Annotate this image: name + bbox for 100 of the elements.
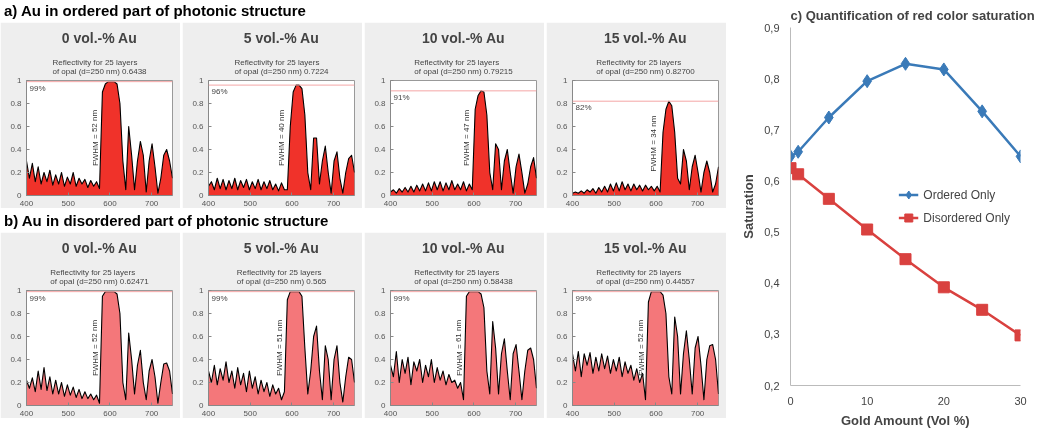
chart-title: 5 vol.-% Au bbox=[243, 239, 319, 256]
ref-line-label: 91% bbox=[393, 92, 410, 102]
y-tick-label: 0.8 bbox=[10, 309, 23, 318]
y-tick-label: 0.4 bbox=[192, 145, 205, 154]
y-tick-label: 0.8 bbox=[374, 309, 387, 318]
y-tick-label: 0.8 bbox=[556, 99, 569, 108]
x-tick-label: 20 bbox=[937, 394, 950, 407]
x-tick-label: 400 bbox=[565, 408, 580, 418]
y-tick-label: 0 bbox=[17, 191, 23, 200]
y-tick-label: 1 bbox=[381, 286, 387, 295]
x-tick-label: 400 bbox=[565, 198, 580, 208]
x-tick-label: 700 bbox=[144, 408, 159, 418]
x-tick-label: 700 bbox=[508, 198, 523, 208]
y-tick-label: 1 bbox=[199, 286, 205, 295]
y-tick-label: 0.6 bbox=[192, 122, 205, 131]
x-tick-label: 500 bbox=[607, 408, 622, 418]
ref-line-label: 99% bbox=[29, 293, 46, 303]
x-tick-label: 500 bbox=[425, 198, 440, 208]
x-tick-label: 400 bbox=[383, 198, 398, 208]
y-tick-label: 0.6 bbox=[10, 122, 23, 131]
y-tick-label: 0.4 bbox=[556, 145, 569, 154]
y-tick-label: 0.2 bbox=[10, 378, 23, 387]
x-tick-label: 10 bbox=[861, 394, 874, 407]
y-tick-label: 0.2 bbox=[556, 378, 569, 387]
chart-subtitle: Reflectivity for 25 layers of opal (d=250 nm) 0.62471 bbox=[50, 267, 150, 286]
y-tick-label: 1 bbox=[17, 286, 23, 295]
chart-subtitle: Reflectivity for 25 layers of opal (d=250 nm) 0.79215 bbox=[414, 57, 514, 76]
text: b) Au in disordered part of photonic structure bbox=[4, 211, 329, 231]
x-tick-label: 30 bbox=[1014, 394, 1027, 407]
y-tick-label: 0.2 bbox=[556, 168, 569, 177]
text: a) Au in ordered part of photonic structure bbox=[4, 1, 306, 21]
ref-line-label: 99% bbox=[211, 293, 228, 303]
x-tick-label: 600 bbox=[103, 408, 118, 418]
x-tick-label: 400 bbox=[383, 408, 398, 418]
chart-title: 0 vol.-% Au bbox=[61, 29, 137, 46]
y-tick-label: 0,4 bbox=[764, 277, 780, 290]
annotation: FWHM = 47 nm bbox=[461, 109, 471, 167]
x-tick-label: 700 bbox=[144, 198, 159, 208]
x-tick-label: 600 bbox=[103, 198, 118, 208]
x-tick-label: 500 bbox=[243, 408, 258, 418]
legend-label: Ordered Only bbox=[923, 187, 996, 202]
annotation: FWHM = 52 nm bbox=[636, 319, 646, 377]
y-tick-label: 0.2 bbox=[374, 168, 387, 177]
chart-title: 10 vol.-% Au bbox=[421, 239, 505, 256]
y-tick-label: 0,8 bbox=[764, 72, 780, 85]
y-tick-label: 1 bbox=[563, 286, 569, 295]
x-tick-label: 500 bbox=[61, 198, 76, 208]
y-tick-label: 0.2 bbox=[192, 168, 205, 177]
y-tick-label: 0.6 bbox=[10, 332, 23, 341]
chart-subtitle: Reflectivity for 25 layers of opal (d=250 nm) 0.565 bbox=[236, 267, 327, 286]
chart-title: c) Quantification of red color saturation bbox=[790, 7, 1035, 23]
ref-line-label: 96% bbox=[211, 87, 228, 97]
x-tick-label: 500 bbox=[61, 408, 76, 418]
x-tick-label: 700 bbox=[326, 408, 341, 418]
annotation: FWHM = 61 nm bbox=[454, 319, 464, 377]
y-tick-label: 1 bbox=[563, 76, 569, 85]
y-tick-label: 0,5 bbox=[764, 226, 780, 239]
x-tick-label: 500 bbox=[607, 198, 622, 208]
y-tick-label: 0,7 bbox=[764, 123, 780, 136]
x-tick-label: 600 bbox=[467, 198, 482, 208]
x-axis-title: Gold Amount (Vol %) bbox=[840, 412, 970, 428]
chart-title: 0 vol.-% Au bbox=[61, 239, 137, 256]
y-tick-label: 0.4 bbox=[556, 355, 569, 364]
y-tick-label: 0.8 bbox=[556, 309, 569, 318]
x-tick-label: 600 bbox=[649, 408, 664, 418]
x-tick-label: 400 bbox=[19, 198, 34, 208]
y-tick-label: 0.2 bbox=[374, 378, 387, 387]
y-tick-label: 0.4 bbox=[10, 145, 23, 154]
ref-line-label: 99% bbox=[29, 83, 46, 93]
x-tick-label: 500 bbox=[243, 198, 258, 208]
ref-line-label: 82% bbox=[575, 103, 592, 113]
y-tick-label: 0,9 bbox=[764, 21, 780, 34]
chart-subtitle: Reflectivity for 25 layers of opal (d=250 nm) 0.44557 bbox=[596, 267, 696, 286]
x-tick-label: 700 bbox=[690, 198, 705, 208]
chart-title: 5 vol.-% Au bbox=[243, 29, 319, 46]
y-tick-label: 1 bbox=[381, 76, 387, 85]
y-tick-label: 1 bbox=[17, 76, 23, 85]
y-tick-label: 0.4 bbox=[374, 355, 387, 364]
x-tick-label: 400 bbox=[201, 408, 216, 418]
annotation: FWHM = 40 nm bbox=[276, 109, 286, 167]
y-tick-label: 0.6 bbox=[556, 332, 569, 341]
y-tick-label: 0.2 bbox=[192, 378, 205, 387]
chart-subtitle: Reflectivity for 25 layers of opal (d=250 nm) 0.7224 bbox=[234, 57, 330, 76]
x-tick-label: 0 bbox=[787, 394, 794, 407]
y-tick-label: 0.6 bbox=[374, 332, 387, 341]
y-tick-label: 0 bbox=[199, 191, 205, 200]
y-tick-label: 0.4 bbox=[10, 355, 23, 364]
chart-title: 15 vol.-% Au bbox=[603, 239, 687, 256]
y-tick-label: 0.6 bbox=[556, 122, 569, 131]
y-tick-label: 0.4 bbox=[374, 145, 387, 154]
x-tick-label: 400 bbox=[19, 408, 34, 418]
ref-line-label: 99% bbox=[393, 293, 410, 303]
chart-title: 15 vol.-% Au bbox=[603, 29, 687, 46]
y-tick-label: 0 bbox=[563, 191, 569, 200]
y-tick-label: 0,2 bbox=[764, 379, 780, 392]
chart-subtitle: Reflectivity for 25 layers of opal (d=250 nm) 0.58438 bbox=[414, 267, 514, 286]
x-tick-label: 600 bbox=[285, 198, 300, 208]
y-tick-label: 0.8 bbox=[10, 99, 23, 108]
x-tick-label: 600 bbox=[467, 408, 482, 418]
chart-subtitle: Reflectivity for 25 layers of opal (d=250 nm) 0.82700 bbox=[596, 57, 696, 76]
